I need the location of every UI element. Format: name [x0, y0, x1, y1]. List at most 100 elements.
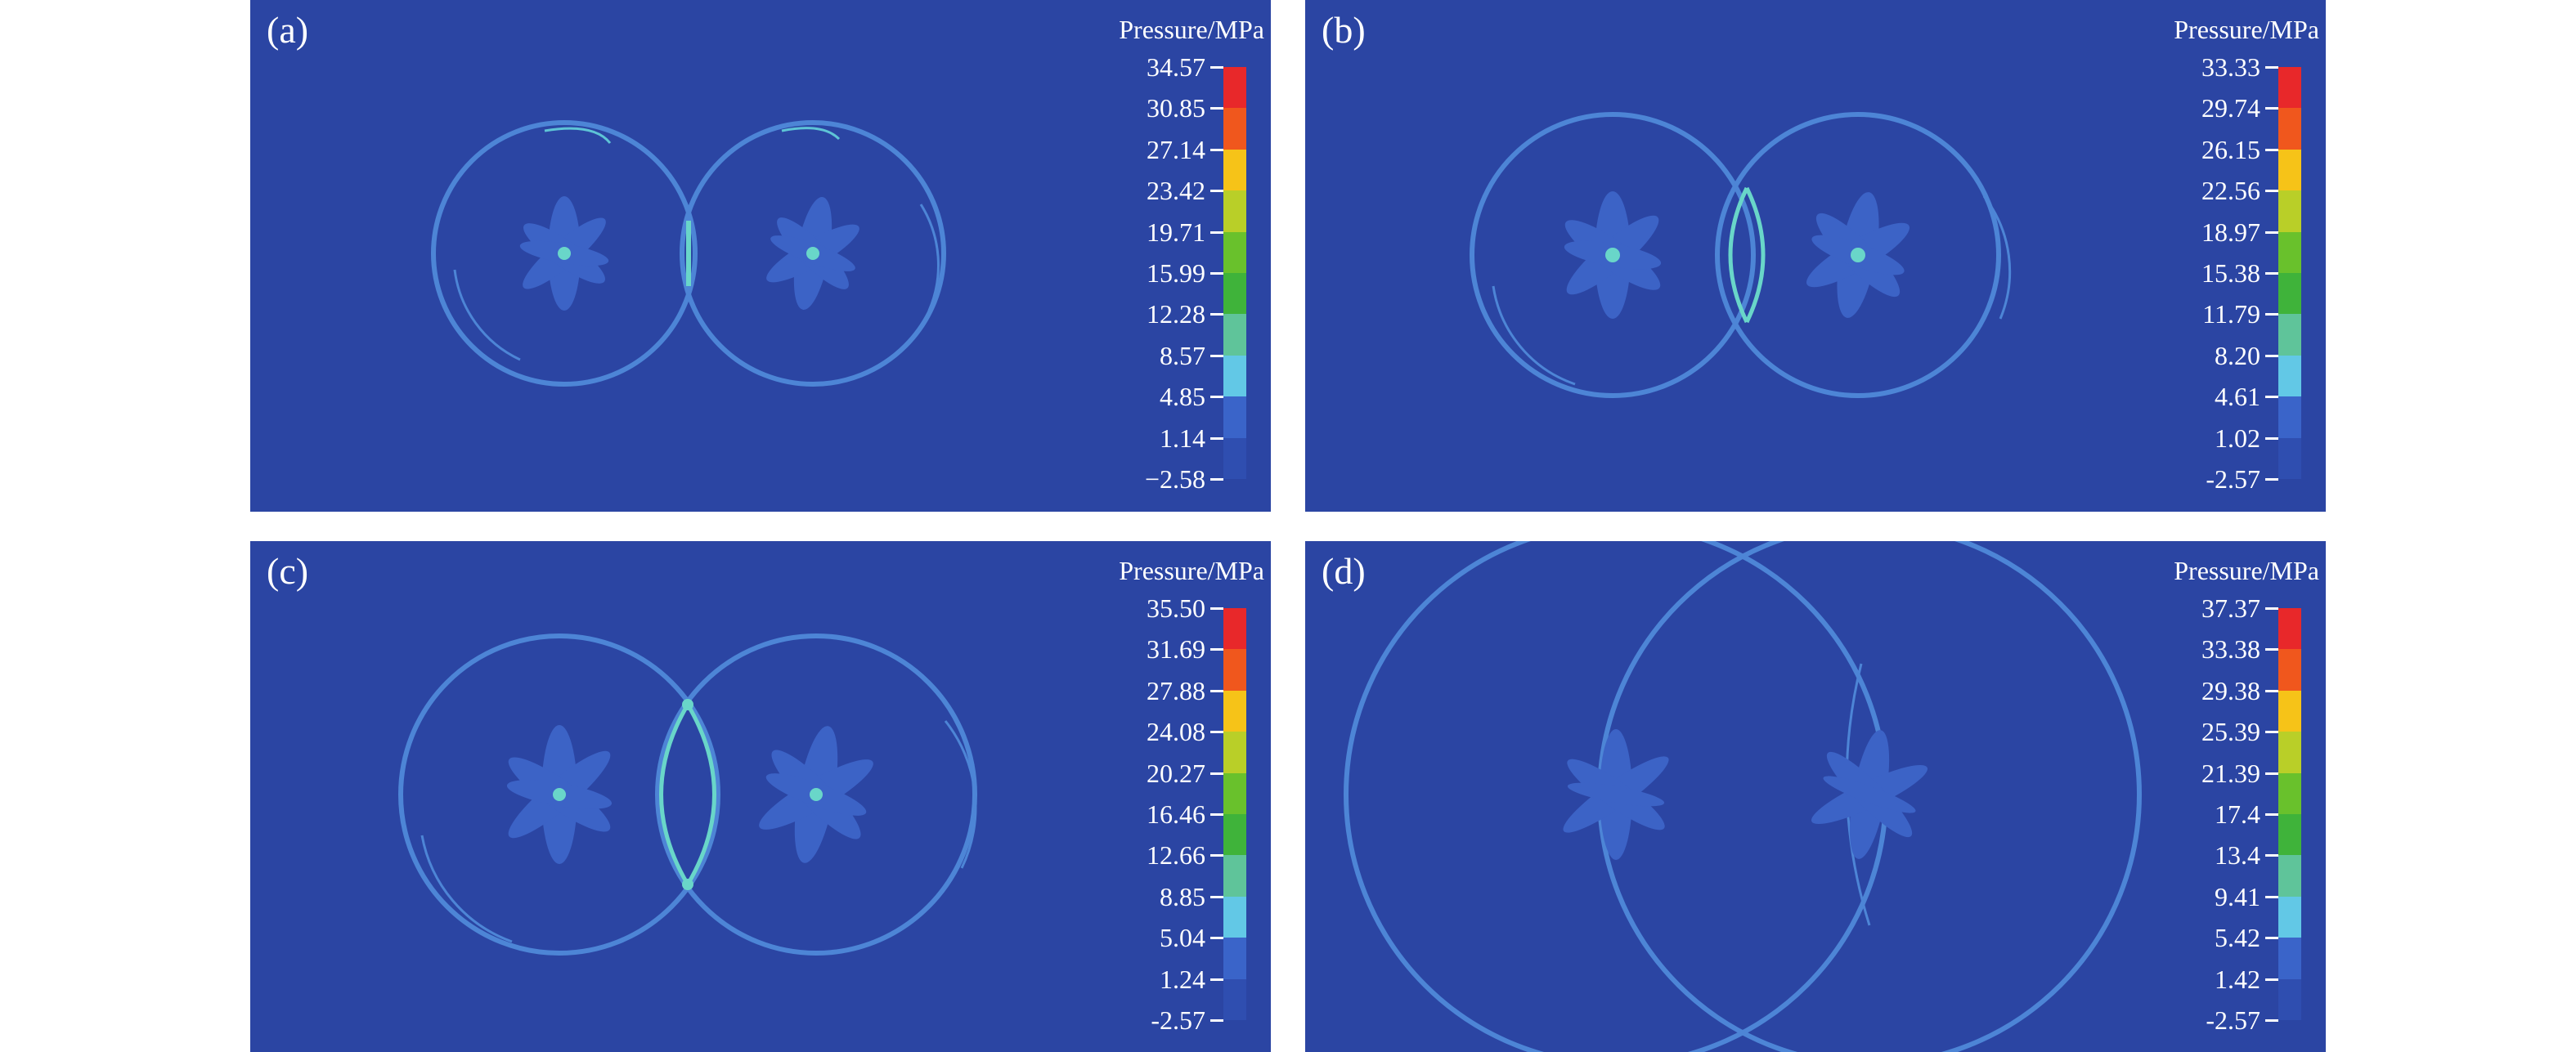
legend-title: Pressure/MPa	[1119, 15, 1264, 44]
colorbar	[2278, 608, 2301, 1021]
colorbar-tick	[2265, 478, 2278, 481]
pressure-field-d	[1344, 541, 2142, 1052]
colorbar-value: 19.71	[1147, 217, 1205, 247]
colorbar-value: 35.50	[1147, 593, 1205, 623]
colorbar-value: 27.14	[1147, 134, 1205, 164]
colorbar-value: 31.69	[1147, 634, 1205, 665]
colorbar-value: 33.33	[2201, 52, 2260, 82]
colorbar-tick	[1210, 854, 1223, 857]
colorbar-value: 18.97	[2201, 217, 2260, 247]
colorbar-segment	[1223, 978, 1246, 1021]
colorbar-segment	[1223, 190, 1246, 233]
colorbar-tick	[2265, 607, 2278, 610]
colorbar-value: 9.41	[2215, 881, 2260, 911]
colorbar-segment	[1223, 273, 1246, 315]
colorbar-segment	[2278, 149, 2301, 191]
colorbar-tick	[2265, 937, 2278, 940]
pressure-field-c	[398, 633, 977, 956]
colorbar-value: 1.24	[1160, 964, 1205, 994]
colorbar-tick	[2265, 107, 2278, 110]
colorbar-value: 11.79	[2202, 299, 2260, 329]
colorbar-value: 15.38	[2201, 258, 2260, 288]
colorbar-tick	[1210, 436, 1223, 440]
colorbar-segment	[2278, 978, 2301, 1021]
colorbar-value: 26.15	[2201, 134, 2260, 164]
colorbar-tick	[2265, 148, 2278, 151]
colorbar-value: 34.57	[1147, 52, 1205, 82]
colorbar-segment	[1223, 814, 1246, 856]
colorbar-value: 29.74	[2201, 93, 2260, 123]
colorbar-segment	[1223, 938, 1246, 980]
legend-title: Pressure/MPa	[2174, 556, 2319, 585]
colorbar-tick	[1210, 272, 1223, 275]
colorbar-value: 17.4	[2215, 799, 2260, 829]
colorbar-segment	[2278, 814, 2301, 856]
colorbar-segment	[1223, 732, 1246, 774]
colorbar-tick	[2265, 396, 2278, 399]
legend-title: Pressure/MPa	[2174, 15, 2319, 44]
colorbar-segment	[1223, 396, 1246, 439]
colorbar-tick	[1210, 354, 1223, 357]
colorbar-segment	[2278, 67, 2301, 109]
colorbar-value: 16.46	[1147, 799, 1205, 829]
colorbar-value: 27.88	[1147, 675, 1205, 705]
legend-title: Pressure/MPa	[1119, 556, 1264, 585]
colorbar-value: 8.57	[1160, 340, 1205, 370]
colorbar-tick	[2265, 978, 2278, 981]
colorbar-tick	[2265, 772, 2278, 775]
colorbar-value: 23.42	[1147, 176, 1205, 206]
colorbar-tick	[2265, 813, 2278, 816]
pressure-legend: Pressure/MPa 37.37 33.38 29.38 25.39 21.39 17…	[2107, 556, 2319, 1035]
colorbar-tick	[1210, 313, 1223, 316]
colorbar-value: 5.04	[1160, 923, 1205, 953]
colorbar-value: -2.57	[1151, 1005, 1205, 1035]
colorbar-segment	[1223, 67, 1246, 109]
colorbar-segment	[2278, 355, 2301, 397]
colorbar-value: 1.14	[1160, 423, 1205, 453]
colorbar-tick	[1210, 648, 1223, 651]
panel-b: (b) Pressure/MPa 33.33 29.74 26.15 22.56 18.…	[1305, 0, 2326, 512]
colorbar-tick	[1210, 190, 1223, 193]
colorbar-segment	[1223, 355, 1246, 397]
colorbar-value: 4.61	[2215, 382, 2260, 412]
colorbar-value: 8.20	[2215, 340, 2260, 370]
colorbar-segment	[1223, 855, 1246, 898]
colorbar-tick	[2265, 1019, 2278, 1022]
colorbar-tick	[1210, 66, 1223, 69]
colorbar-value: -2.57	[2206, 1005, 2260, 1035]
colorbar-value: 25.39	[2201, 717, 2260, 747]
panel-c: (c) Pressure/MPa 35.50 31.69 27.88 24.08 20.…	[250, 541, 1271, 1052]
colorbar	[1223, 67, 1246, 480]
colorbar-segment	[1223, 314, 1246, 356]
colorbar-tick	[2265, 648, 2278, 651]
colorbar-segment	[1223, 896, 1246, 938]
colorbar-tick	[1210, 107, 1223, 110]
colorbar-segment	[2278, 608, 2301, 650]
colorbar-tick	[2265, 354, 2278, 357]
colorbar-tick	[2265, 66, 2278, 69]
panel-a: (a) Pressure/MPa 34.57 30.85 27.14 23.42 19.…	[250, 0, 1271, 512]
pressure-field-b	[1470, 112, 2012, 398]
colorbar-tick	[1210, 231, 1223, 234]
colorbar-segment	[2278, 896, 2301, 938]
colorbar-tick	[1210, 689, 1223, 692]
panel-label: (a)	[267, 9, 309, 51]
colorbar-tick	[1210, 607, 1223, 610]
colorbar-value: 33.38	[2201, 634, 2260, 665]
pressure-legend: Pressure/MPa 33.33 29.74 26.15 22.56 18.97 15…	[2107, 15, 2319, 492]
colorbar-segment	[1223, 231, 1246, 274]
colorbar-segment	[2278, 437, 2301, 480]
colorbar-tick	[2265, 854, 2278, 857]
colorbar-tick	[1210, 1019, 1223, 1022]
pressure-field-a	[431, 120, 946, 387]
colorbar-value: 5.42	[2215, 923, 2260, 953]
colorbar-segment	[2278, 938, 2301, 980]
colorbar-tick	[1210, 772, 1223, 775]
colorbar-segment	[2278, 190, 2301, 233]
panel-label: (d)	[1322, 550, 1366, 592]
colorbar-value: 24.08	[1147, 717, 1205, 747]
colorbar-tick	[2265, 731, 2278, 734]
colorbar-tick	[1210, 396, 1223, 399]
colorbar-segment	[1223, 437, 1246, 480]
panel-d: (d) Pressure/MPa 37.37 33.38 29.38 25.39 21.…	[1305, 541, 2326, 1052]
